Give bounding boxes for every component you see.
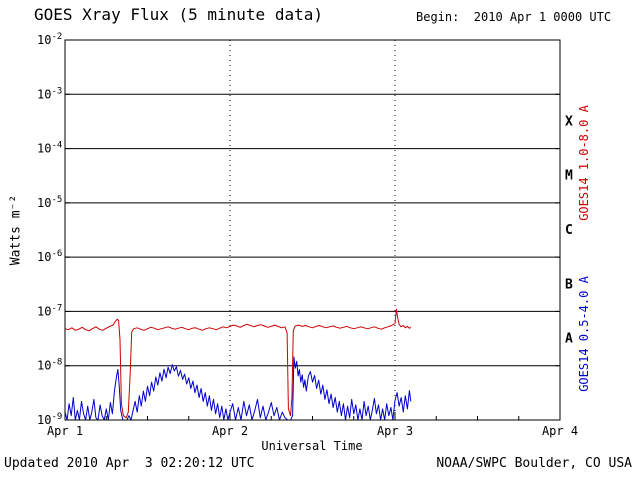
y-tick-label: 10-5	[37, 195, 62, 210]
flare-class-label: M	[565, 169, 573, 184]
y-tick-label: 10-6	[37, 249, 62, 264]
attribution-label: NOAA/SWPC Boulder, CO USA	[436, 456, 632, 471]
series-short-wave-line	[64, 356, 412, 421]
chart-title: GOES Xray Flux (5 minute data)	[34, 5, 323, 24]
y-tick-label: 10-3	[37, 86, 62, 101]
flare-class-label: B	[565, 277, 573, 292]
begin-timestamp-label: Begin: 2010 Apr 1 0000 UTC	[416, 10, 612, 24]
plot-border	[64, 39, 561, 421]
y-tick-label: 10-8	[37, 358, 62, 373]
x-axis-title: Universal Time	[261, 439, 363, 453]
flare-class-label: A	[565, 332, 573, 347]
x-tick-label: Apr 1	[47, 424, 83, 438]
goes-series-label: GOES14 1.0-8.0 A	[577, 104, 591, 220]
goes-series-label: GOES14 0.5-4.0 A	[577, 275, 591, 391]
y-tick-label: 10-7	[37, 303, 62, 318]
series-long-wave-line	[64, 308, 412, 419]
x-tick-label: Apr 3	[377, 424, 413, 438]
flare-class-label: X	[565, 114, 573, 129]
updated-timestamp: Updated 2010 Apr 3 02:20:12 UTC	[4, 456, 255, 471]
y-tick-label: 10-2	[37, 32, 62, 47]
x-tick-label: Apr 4	[542, 424, 578, 438]
flare-class-label: C	[565, 223, 573, 238]
x-tick-label: Apr 2	[212, 424, 248, 438]
y-tick-label: 10-4	[37, 141, 62, 156]
